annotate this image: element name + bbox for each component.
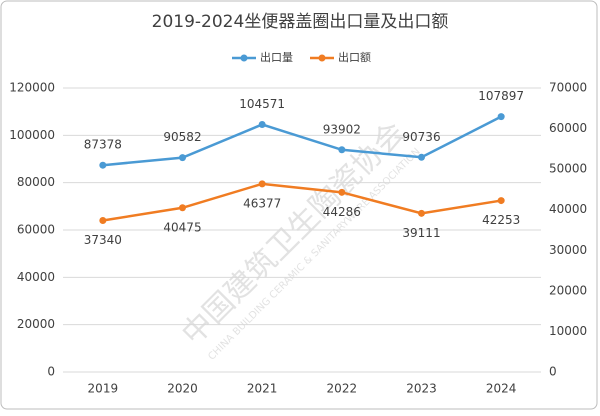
data-label: 90582: [163, 130, 201, 144]
series-line: [102, 182, 502, 222]
x-tick-label: 2021: [247, 382, 278, 396]
data-point: [99, 217, 107, 225]
data-label: 39111: [402, 226, 440, 240]
data-label: 93902: [323, 122, 361, 136]
y2-tick-label: 0: [549, 365, 557, 379]
x-tick-label: 2024: [486, 382, 517, 396]
data-point: [179, 204, 186, 212]
x-tick-label: 2020: [167, 382, 198, 396]
y-tick-label: 80000: [17, 175, 55, 189]
data-label: 87378: [84, 138, 122, 152]
data-label: 46377: [243, 196, 281, 210]
x-tick-label: 2022: [327, 382, 358, 396]
x-tick-label: 2023: [406, 382, 437, 396]
data-point: [99, 161, 107, 169]
data-point: [497, 113, 505, 121]
y-tick-label: 0: [47, 365, 55, 379]
y2-tick-label: 50000: [549, 162, 587, 176]
y2-tick-label: 30000: [549, 243, 587, 257]
data-label: 90736: [402, 130, 440, 144]
y2-tick-label: 70000: [549, 81, 587, 95]
data-point: [258, 121, 266, 129]
data-label: 104571: [239, 97, 285, 111]
y2-tick-label: 10000: [549, 324, 587, 338]
y-tick-label: 100000: [9, 128, 55, 142]
legend-label: 出口量: [260, 50, 293, 64]
data-point: [258, 180, 266, 188]
y-tick-label: 60000: [17, 223, 55, 237]
data-point: [338, 146, 346, 154]
chart-title: 2019-2024坐便器盖圈出口量及出口额: [152, 12, 449, 32]
legend-label: 出口额: [338, 50, 371, 64]
series-line: [102, 115, 502, 167]
data-point: [179, 154, 186, 162]
data-point: [418, 209, 425, 217]
data-point: [338, 188, 346, 196]
data-point: [497, 197, 505, 205]
x-tick-label: 2019: [88, 382, 119, 396]
y-tick-label: 40000: [17, 270, 55, 284]
y-tick-label: 120000: [9, 81, 55, 95]
data-label: 44286: [323, 205, 361, 219]
data-label: 42253: [482, 213, 520, 227]
y2-tick-label: 60000: [549, 121, 587, 135]
data-label: 107897: [478, 89, 524, 103]
y2-tick-label: 40000: [549, 202, 587, 216]
legend-marker: [318, 54, 326, 62]
y-tick-label: 20000: [17, 317, 55, 331]
data-label: 40475: [163, 220, 201, 234]
legend-marker: [240, 54, 248, 62]
data-label: 37340: [84, 233, 122, 247]
y2-tick-label: 20000: [549, 283, 587, 297]
data-point: [418, 153, 425, 161]
